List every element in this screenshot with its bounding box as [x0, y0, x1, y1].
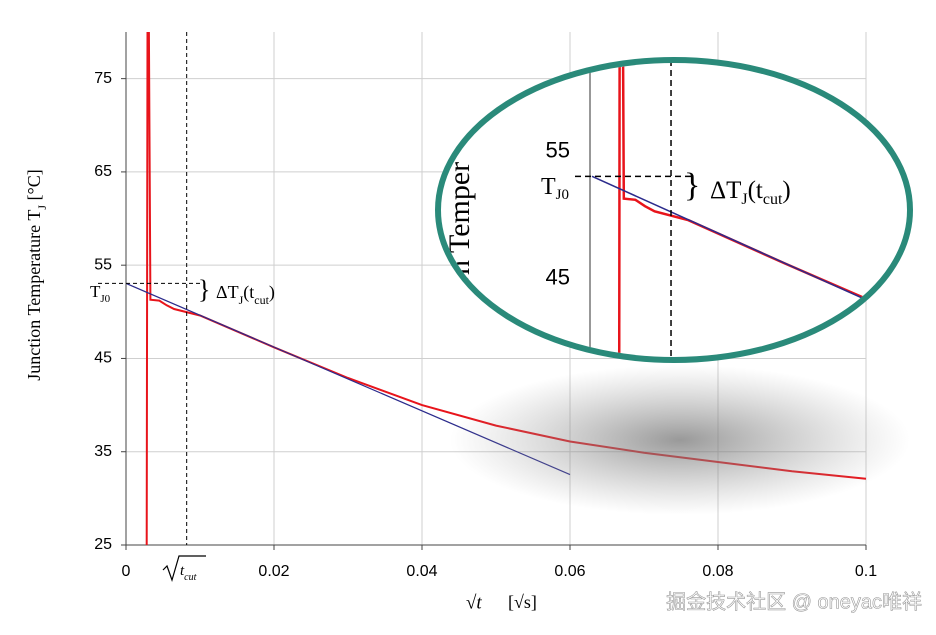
y-tick-label: 65: [94, 163, 112, 180]
inset-y-tick-label: 45: [546, 264, 570, 289]
delta-label-part: ): [269, 282, 275, 303]
brace: }: [198, 275, 210, 304]
y-tick-label: 25: [94, 536, 112, 553]
delta-label-part: cut: [254, 293, 269, 307]
inset-delta-label: ΔTJ(tcut): [710, 177, 791, 208]
tcut-label-part: cut: [184, 572, 196, 583]
tj0-label-part: T: [90, 282, 101, 301]
inset-tj0-label: TJ0: [541, 174, 569, 204]
x-tick-label: 0.1: [855, 563, 877, 580]
y-axis-label: Junction Temperature TJ [°C]: [24, 169, 49, 380]
x-axis-unit: [√s]: [508, 592, 537, 612]
delta-label-part: J: [239, 293, 244, 307]
inset-delta-label-part: (t: [748, 177, 763, 204]
y-axis-label-part: [°C]: [24, 169, 44, 205]
y-axis-label-part: Junction Temperature T: [24, 210, 44, 381]
y-tick-label: 35: [94, 443, 112, 460]
radical-sign: [162, 555, 206, 582]
tcut-label-part: t: [180, 563, 185, 579]
y-tick-label: 75: [94, 70, 112, 87]
delta-label-part: (t: [243, 282, 254, 303]
inset-delta-label-part: ): [782, 177, 790, 204]
tj0-label-part: J0: [100, 293, 110, 305]
delta-label-part: ΔT: [216, 282, 239, 302]
inset-frame: [435, 57, 913, 363]
y-tick-label: 45: [94, 350, 112, 367]
watermark: 掘金技术社区 @ oneyac唯祥: [666, 590, 922, 613]
inset-tj0-label-part: J0: [556, 187, 569, 203]
inset-y-tick-label: 55: [546, 137, 570, 162]
inset-background: [441, 63, 907, 357]
y-tick-label: 55: [94, 256, 112, 273]
delta-label: ΔTJ(tcut): [216, 282, 275, 307]
inset-delta-label-part: J: [741, 191, 747, 208]
inset-brace: }: [684, 167, 700, 204]
inset-delta-label-part: cut: [763, 191, 783, 208]
tj0-label: TJ0: [90, 282, 111, 305]
inset-delta-label-part: ΔT: [710, 177, 741, 204]
x-tick-label: 0.02: [258, 563, 289, 580]
x-tick-label: 0: [122, 563, 131, 580]
x-tick-label: 0.06: [554, 563, 585, 580]
x-tick-label: 0.08: [702, 563, 733, 580]
x-tick-label: 0.04: [406, 563, 437, 580]
y-axis-label-part: J: [35, 205, 49, 210]
inset-shadow: [450, 365, 910, 515]
tcut-label: tcut: [180, 563, 197, 582]
inset-tj0-label-part: T: [541, 174, 556, 200]
x-axis-label: √t: [466, 592, 482, 613]
